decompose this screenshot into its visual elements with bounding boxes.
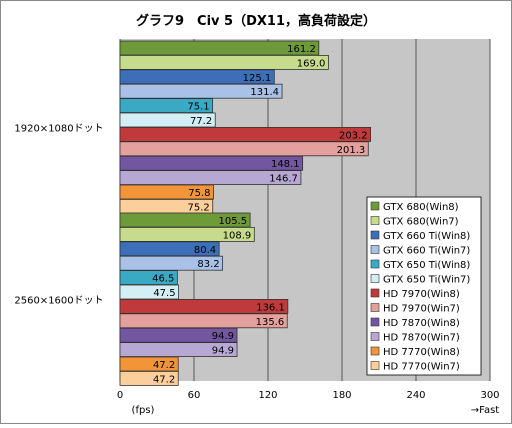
legend-label: HD 7970(Win8) [383,289,460,300]
bar-value-label: 105.5 [218,216,247,227]
bar-value-label: 135.6 [256,317,285,328]
bar [119,370,179,386]
x-tick-label: 0 [117,390,123,401]
bar-value-label: 80.4 [194,245,216,256]
legend-label: GTX 650 Ti(Win7) [383,275,470,286]
x-tick-label: 60 [188,390,201,401]
legend-swatch [370,346,380,356]
bar [119,226,255,242]
legend-swatch [370,317,380,327]
category-labels: 1920×1080ドット 2560×1600ドット [14,123,103,306]
legend-label: HD 7870(Win7) [383,333,460,344]
bar-value-label: 46.5 [152,274,174,285]
legend-box [366,196,482,376]
bar [119,313,288,329]
x-axis-ticks: 0 60 120 180 240 300 [117,390,500,401]
legend-swatch [370,216,380,225]
bar-value-label: 203.2 [339,130,368,141]
legend: GTX 680(Win8) GTX 680(Win7) GTX 660 Ti(Win… [366,196,482,376]
x-tick-label: 300 [480,390,499,401]
chart-title: グラフ9 Civ 5（DX11，高負荷設定） [136,13,376,29]
bar-value-label: 47.2 [153,360,175,371]
bar-value-label: 131.4 [250,87,279,98]
legend-label: GTX 650 Ti(Win8) [383,260,470,271]
bar [119,127,372,142]
legend-swatch [370,259,380,269]
bar-value-label: 75.2 [187,202,209,213]
bar-value-label: 125.1 [243,73,272,84]
legend-label: GTX 680(Win8) [383,202,459,213]
legend-swatch [370,288,380,298]
legend-swatch [370,274,380,283]
bar-value-label: 146.7 [269,174,298,185]
bar-value-label: 94.9 [212,331,234,342]
x-tick-label: 120 [258,390,277,401]
legend-label: GTX 680(Win7) [383,217,459,228]
bar-value-label: 83.2 [197,259,219,270]
bar [119,241,220,257]
bar-value-label: 94.9 [212,346,234,357]
bar-value-label: 47.5 [153,288,175,299]
bar-value-label: 75.1 [187,102,209,113]
x-tick-label: 180 [332,390,351,401]
bar [119,155,304,171]
bar [119,55,329,70]
legend-label: HD 7970(Win7) [383,304,460,315]
bar-value-label: 108.9 [223,230,252,241]
bars: 161.2 169.0 125.1 131.4 75.1 77.2 203.2 201.3 14… [119,40,372,386]
bar-value-label: 148.1 [271,159,300,170]
bar [119,98,214,113]
legend-label: HD 7870(Win8) [383,318,460,329]
legend-swatch [370,303,380,312]
category-label: 2560×1600ドット [14,295,103,306]
legend-swatch [370,332,380,341]
bar-value-label: 47.2 [153,374,175,385]
category-label: 1920×1080ドット [14,123,103,134]
bar-value-label: 75.8 [188,188,210,199]
bar-value-label: 136.1 [256,302,285,313]
legend-label: GTX 660 Ti(Win7) [383,246,470,257]
legend-swatch [370,201,380,211]
legend-label: GTX 660 Ti(Win8) [383,231,470,242]
legend-swatch [370,245,380,254]
bar-value-label: 201.3 [337,145,366,156]
legend-swatch [370,361,380,370]
bar-value-label: 169.0 [297,58,326,69]
bar-value-label: 161.2 [287,44,316,55]
x-tick-label: 240 [406,390,425,401]
x-axis-label: (fps) [132,405,155,416]
fast-direction-label: →Fast [471,405,500,416]
bar [119,141,369,157]
bar [119,40,320,56]
legend-label: HD 7770(Win8) [383,347,460,358]
bar [119,83,283,99]
legend-label: HD 7770(Win7) [383,362,460,373]
legend-swatch [370,230,380,240]
bar-value-label: 77.2 [190,116,212,127]
